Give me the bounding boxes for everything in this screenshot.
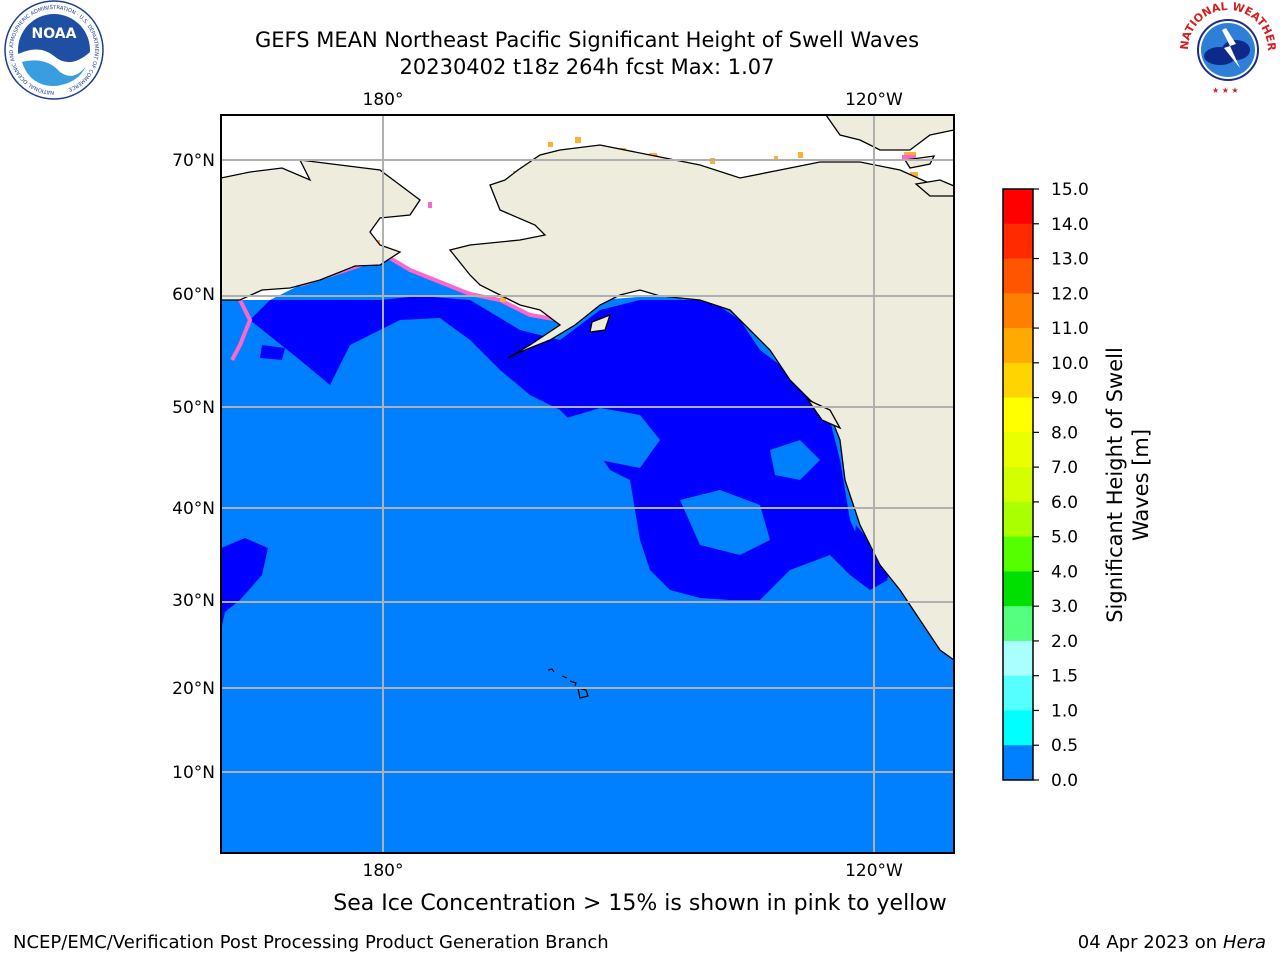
lat-label-50n: 50°N [172, 398, 215, 418]
sea-ice-caption: Sea Ice Concentration > 15% is shown in … [333, 891, 947, 916]
graticule [221, 115, 954, 853]
colorbar-tick-label: 0.5 [1051, 736, 1078, 756]
colorbar-tick-label: 15.0 [1051, 180, 1089, 200]
colorbar-tick-label: 7.0 [1051, 458, 1078, 478]
colorbar-band [1003, 606, 1033, 642]
colorbar-tick-label: 0.0 [1051, 771, 1078, 791]
noaa-logo-text: NOAA [32, 26, 77, 42]
colorbar-band [1003, 189, 1033, 225]
footer-date-text: 04 Apr 2023 on [1077, 932, 1223, 953]
lat-label-30n: 30°N [172, 591, 215, 611]
colorbar-band [1003, 571, 1033, 607]
colorbar-label-line2: Waves [m] [1129, 429, 1153, 541]
lat-label-70n: 70°N [172, 151, 215, 171]
lat-label-20n: 20°N [172, 679, 215, 699]
colorbar-tick-label: 9.0 [1051, 389, 1078, 409]
land-areas [221, 115, 954, 661]
colorbar-tick-label: 14.0 [1051, 215, 1089, 235]
colorbar-band [1003, 467, 1033, 503]
colorbar-band [1003, 745, 1033, 781]
colorbar-tick-label: 3.0 [1051, 597, 1078, 617]
colorbar-band [1003, 710, 1033, 746]
colorbar-band [1003, 293, 1033, 329]
footer-host: Hera [1222, 932, 1266, 953]
svg-text:★ ★ ★: ★ ★ ★ [1212, 86, 1239, 95]
map-area [221, 115, 954, 853]
chart-subtitle: 20230402 t18z 264h fcst Max: 1.07 [399, 55, 775, 79]
colorbar-tick-label: 11.0 [1051, 319, 1089, 339]
colorbar-band [1003, 258, 1033, 294]
colorbar-tick-label: 1.0 [1051, 701, 1078, 721]
colorbar-band [1003, 675, 1033, 711]
colorbar-label-line1: Significant Height of Swell [1103, 347, 1127, 623]
colorbar-band [1003, 432, 1033, 468]
colorbar-tick-label: 13.0 [1051, 250, 1089, 270]
colorbar-label: Significant Height of Swell Waves [m] [1103, 347, 1153, 623]
colorbar-band [1003, 328, 1033, 364]
lat-labels: 70°N 60°N 50°N 40°N 30°N 20°N 10°N [172, 151, 215, 783]
mid-swell-holes [330, 392, 820, 555]
colorbar-tick-label: 12.0 [1051, 284, 1089, 304]
colorbar-band [1003, 223, 1033, 260]
nws-logo: NATIONAL WEATHER SERVICE ★ ★ ★ [1178, 0, 1278, 98]
colorbar-tick-label: 4.0 [1051, 562, 1078, 582]
map-frame [220, 114, 955, 854]
colorbar-tick-label: 1.5 [1051, 667, 1078, 687]
chart-title: GEFS MEAN Northeast Pacific Significant … [254, 28, 920, 52]
colorbar-tick-label: 10.0 [1051, 354, 1089, 374]
hawaii-islands [547, 668, 589, 699]
lat-label-60n: 60°N [172, 285, 215, 305]
lat-label-40n: 40°N [172, 499, 215, 519]
colorbar-tick-label: 2.0 [1051, 632, 1078, 652]
colorbar-band [1003, 536, 1033, 572]
lon-label-top-120w: 120°W [845, 90, 903, 110]
lat-label-10n: 10°N [172, 763, 215, 783]
colorbar-tick-label: 8.0 [1051, 423, 1078, 443]
colorbar-band [1003, 640, 1033, 677]
colorbar-tick-label: 6.0 [1051, 493, 1078, 513]
noaa-logo: NOAA NATIONAL OCEANIC AND ATMOSPHERIC AD… [4, 0, 104, 100]
colorbar-band [1003, 362, 1033, 399]
colorbar-tick-label: 5.0 [1051, 528, 1078, 548]
lon-label-top-180: 180° [363, 90, 404, 110]
colorbar-band [1003, 501, 1033, 538]
footer-date: 04 Apr 2023 on Hera [1078, 932, 1266, 954]
colorbar-frame [1002, 188, 1034, 781]
lon-label-bottom-180: 180° [363, 861, 404, 881]
colorbar [1003, 189, 1033, 781]
colorbar-band [1003, 397, 1033, 433]
footer-branch: NCEP/EMC/Verification Post Processing Pr… [13, 932, 609, 953]
colorbar-ticks: 15.0 14.0 13.0 12.0 11.0 10.0 9.0 8.0 7.0 6.0 5.0 4… [1033, 180, 1089, 791]
lon-label-bottom-120w: 120°W [845, 861, 903, 881]
